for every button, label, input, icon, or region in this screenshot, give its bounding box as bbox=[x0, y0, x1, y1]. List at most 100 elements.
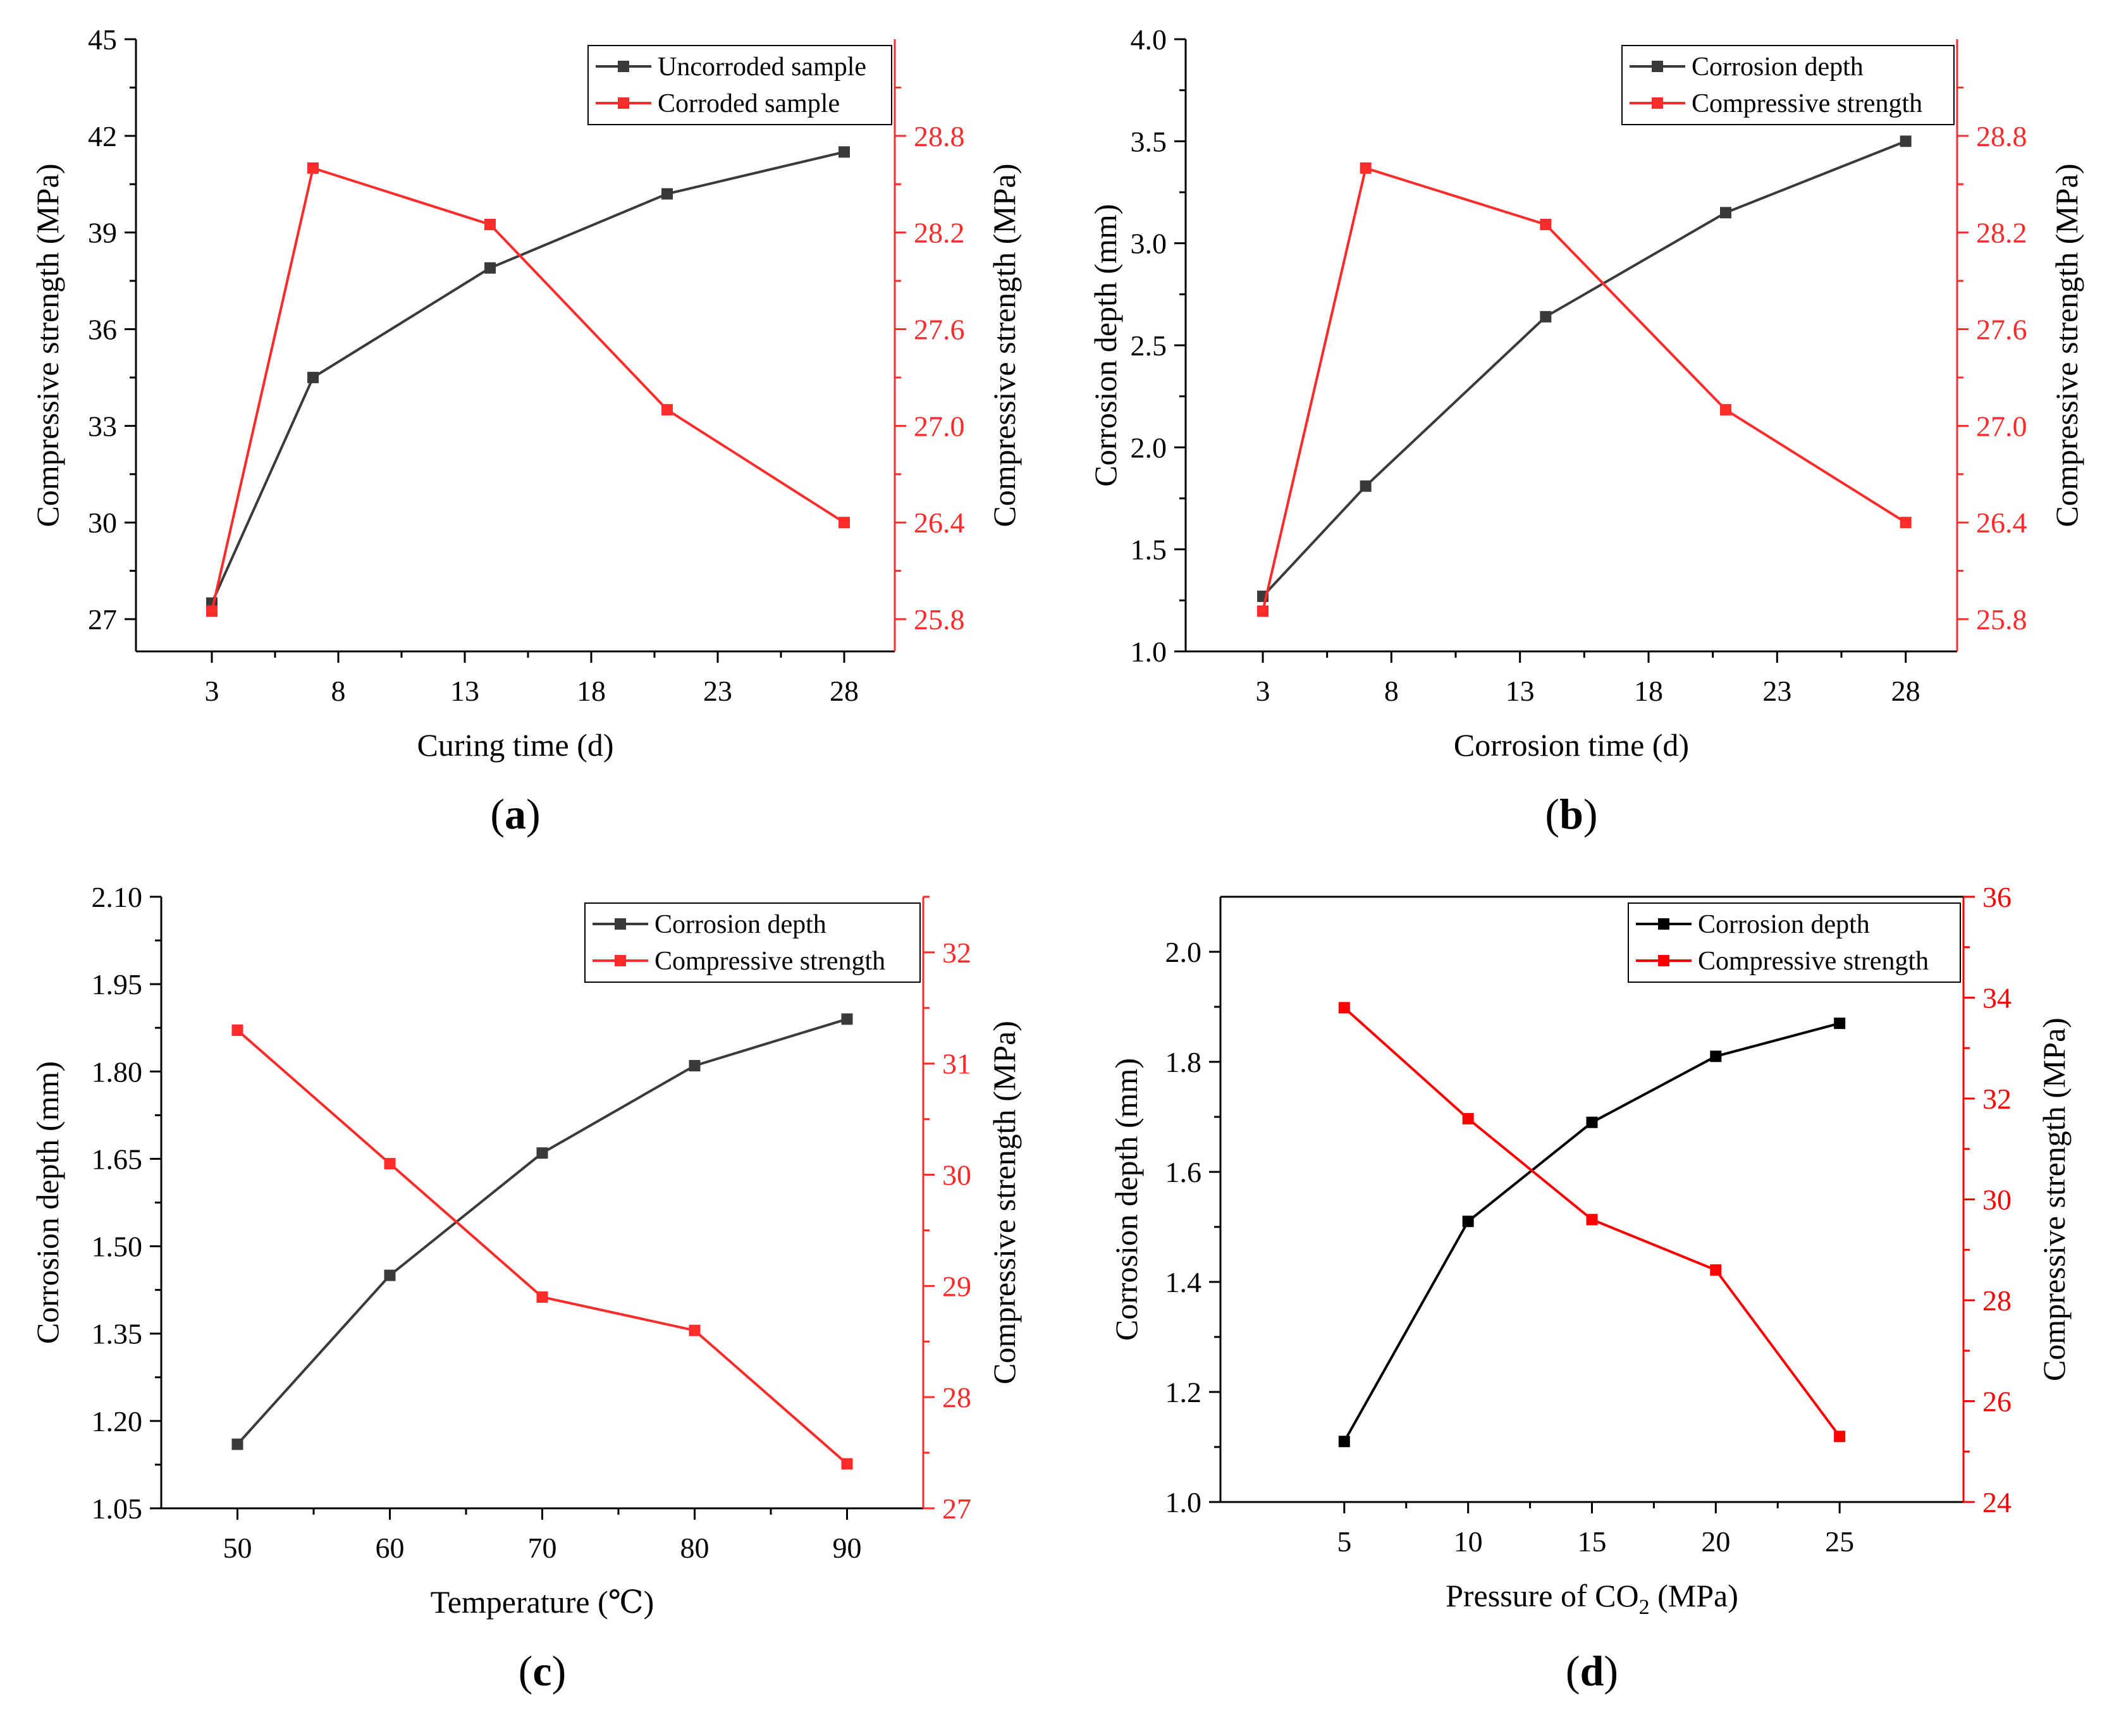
data-point-marker bbox=[1257, 605, 1268, 617]
panel-label: (b) bbox=[1545, 790, 1597, 838]
legend-label: Corrosion depth bbox=[654, 910, 826, 939]
data-point-marker bbox=[307, 162, 319, 174]
data-point-marker bbox=[231, 1024, 243, 1036]
y-left-axis-title: Corrosion depth (mm) bbox=[1088, 204, 1123, 486]
y-left-tick-label: 3.5 bbox=[1131, 125, 1167, 157]
x-tick-label: 13 bbox=[450, 675, 479, 707]
legend: Corrosion depth Compressive strength bbox=[1628, 902, 1961, 983]
data-point-marker bbox=[1586, 1116, 1598, 1128]
y-left-tick-label: 1.80 bbox=[92, 1056, 143, 1088]
y-left-tick-label: 1.0 bbox=[1165, 1486, 1202, 1518]
x-axis-title: Curing time (d) bbox=[417, 727, 613, 763]
y-right-axis-title: Compressive strength (MPa) bbox=[986, 164, 1022, 527]
data-point-marker bbox=[1462, 1112, 1474, 1124]
data-point-marker bbox=[1720, 207, 1731, 219]
y-left-tick-label: 27 bbox=[88, 603, 117, 636]
series-line-0 bbox=[1262, 140, 1907, 598]
x-tick-label: 70 bbox=[528, 1532, 557, 1564]
x-tick-label: 18 bbox=[1634, 675, 1663, 707]
legend: Uncorroded sample Corroded sample bbox=[587, 45, 892, 125]
legend-box bbox=[584, 902, 921, 983]
y-left-tick-label: 3.0 bbox=[1131, 228, 1167, 260]
x-tick-label: 60 bbox=[376, 1532, 405, 1564]
y-right-tick-label: 34 bbox=[1982, 982, 2012, 1014]
data-point-marker bbox=[1586, 1214, 1598, 1226]
x-tick-label: 8 bbox=[1384, 675, 1399, 707]
chart-panel-c: 50 60 70 80 90 1.05 1.20 1.35 1.50 1.65 1.80 1.95 2.… bbox=[30, 881, 1022, 1695]
y-right-tick-label: 25.8 bbox=[1976, 603, 2027, 636]
y-left-tick-label: 42 bbox=[88, 120, 117, 152]
data-point-marker bbox=[661, 403, 673, 416]
y-left-tick-label: 1.4 bbox=[1165, 1266, 1202, 1298]
panel-label-part: ) bbox=[1604, 1647, 1618, 1695]
x-tick-label: 80 bbox=[680, 1532, 710, 1564]
data-point-marker bbox=[1900, 135, 1912, 147]
data-point-marker bbox=[689, 1324, 701, 1336]
chart-panel-b: 3 8 13 18 23 28 1.0 1.5 2.0 2.5 3.0 3.5 4.0 25.8 26.4 2… bbox=[1088, 23, 2084, 838]
y-right-tick-label: 30 bbox=[1982, 1184, 2012, 1216]
y-left-tick-label: 1.2 bbox=[1165, 1376, 1202, 1408]
x-tick-label: 3 bbox=[1256, 675, 1270, 707]
y-left-tick-label: 1.50 bbox=[92, 1231, 143, 1263]
legend: Corrosion depth Compressive strength bbox=[1621, 45, 1955, 125]
panel-label: (a) bbox=[490, 790, 540, 838]
y-left-tick-label: 45 bbox=[88, 23, 117, 56]
legend-label: Compressive strength bbox=[654, 947, 885, 976]
x-tick-label: 23 bbox=[1762, 675, 1791, 707]
y-left-tick-label: 30 bbox=[88, 507, 117, 539]
y-left-tick-label: 1.0 bbox=[1131, 636, 1167, 668]
x-tick-label: 28 bbox=[830, 675, 859, 707]
legend-label: Compressive strength bbox=[1692, 89, 1922, 118]
x-tick-label: 20 bbox=[1701, 1525, 1730, 1558]
y-right-tick-label: 27.6 bbox=[1976, 314, 2027, 346]
x-tick-label: 3 bbox=[205, 675, 219, 707]
data-point-marker bbox=[1710, 1264, 1722, 1276]
y-left-tick-label: 1.6 bbox=[1165, 1156, 1202, 1188]
legend-marker bbox=[615, 955, 626, 966]
y-left-axis-title: Corrosion depth (mm) bbox=[30, 1061, 65, 1344]
legend-label: Corroded sample bbox=[658, 89, 840, 118]
y-left-axis-title: Corrosion depth (mm) bbox=[1109, 1058, 1144, 1341]
data-point-marker bbox=[838, 517, 850, 529]
data-point-marker bbox=[1462, 1216, 1474, 1228]
chart-panel-d: 5 10 15 20 25 1.0 1.2 1.4 1.6 1.8 2.0 24 26 28 30 32 34 3… bbox=[1109, 881, 2072, 1695]
y-right-axis-title: Compressive strength (MPa) bbox=[2049, 164, 2084, 527]
y-right-tick-label: 36 bbox=[1982, 881, 2012, 913]
panel-label-part: ) bbox=[1583, 790, 1598, 838]
x-tick-label: 5 bbox=[1337, 1525, 1351, 1558]
data-point-marker bbox=[1540, 311, 1552, 323]
legend-marker bbox=[1652, 97, 1663, 109]
panel-label-part: ( bbox=[490, 790, 505, 838]
legend-box bbox=[587, 45, 892, 125]
legend: Corrosion depth Compressive strength bbox=[584, 902, 921, 983]
y-right-tick-label: 28.8 bbox=[914, 120, 965, 152]
y-left-axis-title: Compressive strength (MPa) bbox=[30, 164, 65, 527]
y-right-tick-label: 26.4 bbox=[1976, 507, 2027, 539]
y-right-axis-title: Compressive strength (MPa) bbox=[2036, 1018, 2072, 1381]
y-left-tick-label: 2.5 bbox=[1131, 329, 1167, 362]
panel-label-part: a bbox=[505, 790, 526, 838]
data-point-marker bbox=[206, 605, 218, 617]
y-right-tick-label: 26.4 bbox=[914, 507, 965, 539]
y-left-tick-label: 2.10 bbox=[92, 881, 143, 913]
x-tick-label: 23 bbox=[703, 675, 732, 707]
y-right-tick-label: 32 bbox=[1982, 1083, 2012, 1115]
legend-label: Corrosion depth bbox=[1692, 52, 1864, 82]
panel-label: (d) bbox=[1566, 1647, 1618, 1695]
panel-label-part: c bbox=[532, 1647, 551, 1695]
y-right-tick-label: 24 bbox=[1982, 1486, 2012, 1518]
panel-label-part: ( bbox=[1566, 1647, 1580, 1695]
data-point-marker bbox=[484, 262, 496, 274]
chart-panel-a: 3 8 13 18 23 28 27 30 33 36 39 42 45 25.8 26.4 27.0 27.6… bbox=[30, 23, 1022, 838]
data-point-marker bbox=[841, 1458, 853, 1470]
series-line-0 bbox=[236, 1018, 848, 1446]
legend-box bbox=[1621, 45, 1955, 125]
legend-label: Uncorroded sample bbox=[658, 52, 866, 82]
x-tick-label: 28 bbox=[1891, 675, 1920, 707]
legend-marker bbox=[615, 918, 626, 930]
series-line-0 bbox=[1343, 1022, 1840, 1443]
data-point-marker bbox=[536, 1147, 548, 1159]
y-right-tick-label: 27.6 bbox=[914, 314, 965, 346]
legend-label: Compressive strength bbox=[1698, 947, 1929, 976]
